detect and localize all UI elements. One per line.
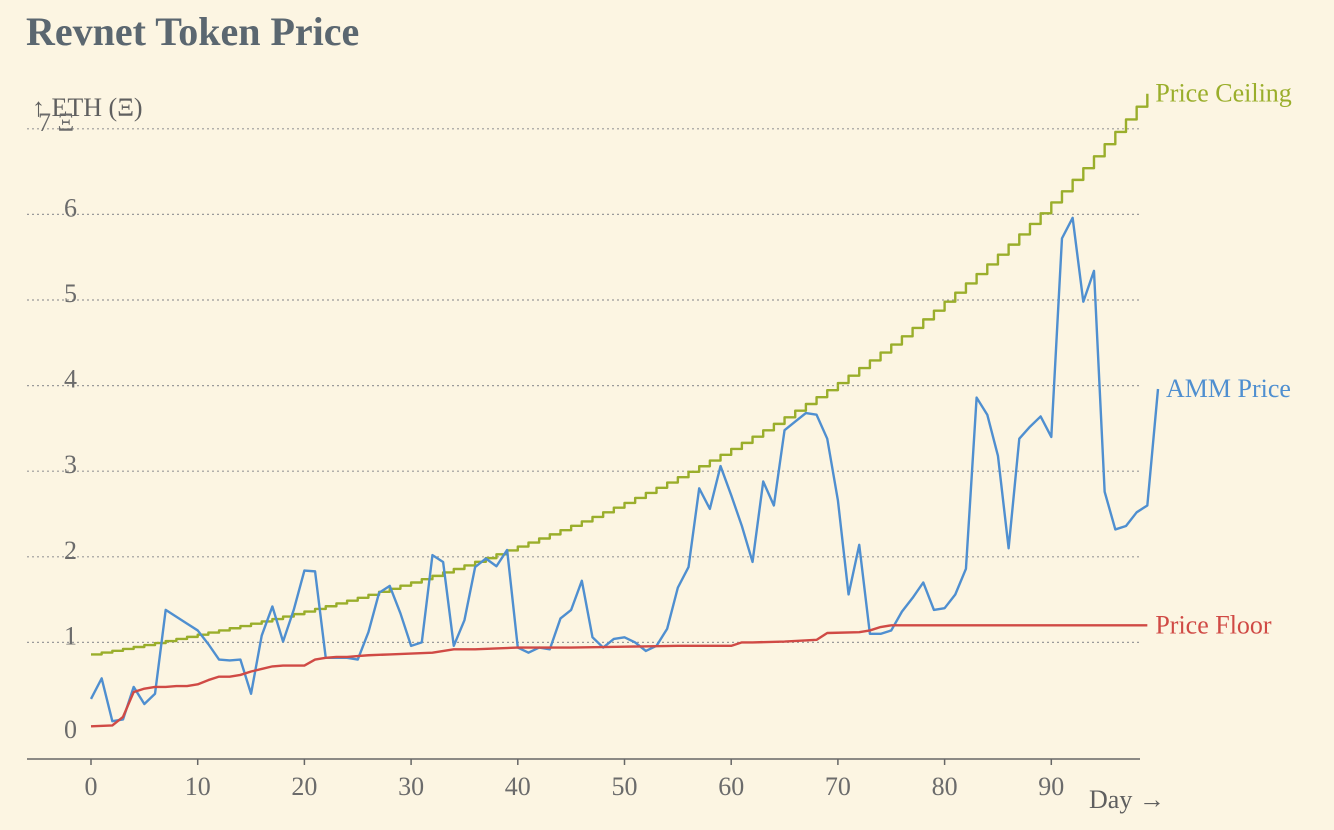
series-line-2	[90, 624, 1148, 728]
series-labels: Price Ceiling AMM Price Price Floor	[1155, 79, 1291, 640]
x-tick-label-0: 0	[85, 772, 98, 801]
x-axis-label: Day →	[1089, 785, 1165, 814]
y-tick-label-3: 3	[64, 450, 77, 479]
x-tick-label-40: 40	[505, 772, 531, 801]
x-tick-label-10: 10	[185, 772, 211, 801]
y-tick-label-2: 2	[64, 536, 77, 565]
axes: ↑ ETH (Ξ) Day →	[27, 93, 1165, 814]
y-tick-label-7: 7 Ξ	[38, 108, 74, 137]
series-label-0: Price Ceiling	[1155, 79, 1291, 108]
gridlines	[27, 128, 1140, 644]
y-tick-label-0: 0	[64, 715, 77, 744]
axis-ticks: 0 1 2 3 4 5 6 7 Ξ 0 10 20 30 40 50 60 70 80 90	[38, 108, 1064, 801]
series-label-2: Price Floor	[1155, 610, 1272, 639]
series-lines	[89, 93, 1160, 728]
series-line-0	[91, 93, 1149, 656]
y-tick-label-4: 4	[64, 365, 77, 394]
y-tick-label-6: 6	[64, 193, 77, 222]
y-tick-label-1: 1	[64, 621, 77, 650]
series-line-1	[89, 216, 1160, 723]
x-tick-label-80: 80	[932, 772, 958, 801]
x-tick-label-60: 60	[718, 772, 744, 801]
x-tick-label-70: 70	[825, 772, 851, 801]
y-axis-label: ↑ ETH (Ξ)	[32, 93, 143, 122]
chart-title: Revnet Token Price	[26, 9, 360, 54]
y-tick-label-5: 5	[64, 279, 77, 308]
x-tick-label-50: 50	[612, 772, 638, 801]
x-tick-label-20: 20	[291, 772, 317, 801]
x-tick-label-30: 30	[398, 772, 424, 801]
x-tick-label-90: 90	[1038, 772, 1064, 801]
series-label-1: AMM Price	[1166, 374, 1291, 403]
